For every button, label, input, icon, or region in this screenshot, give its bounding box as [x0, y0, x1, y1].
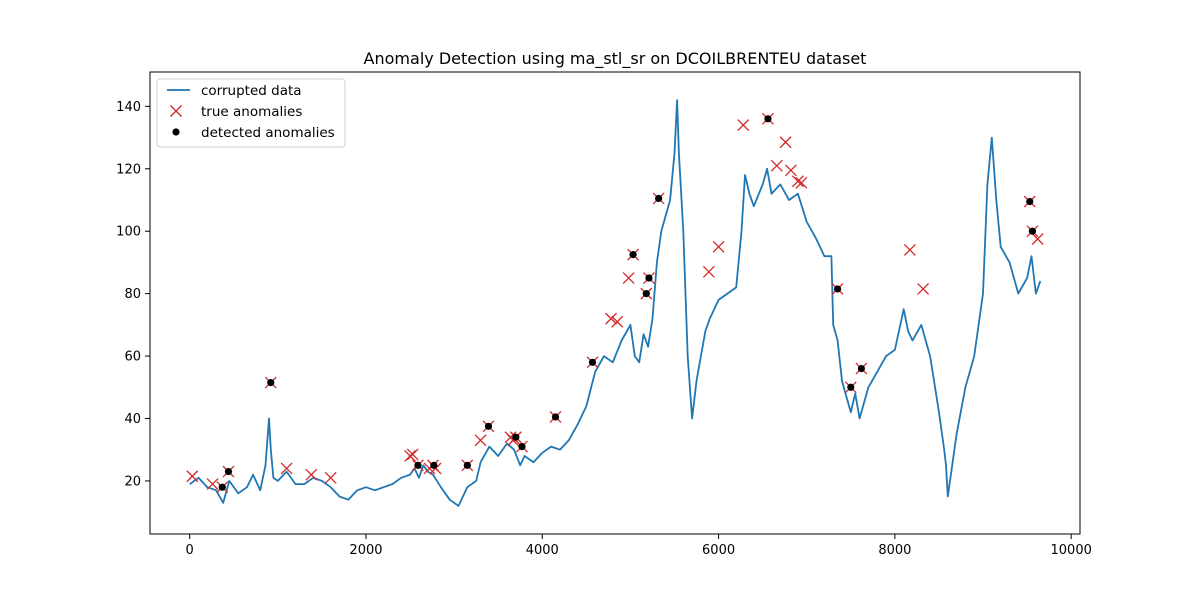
legend-label: true anomalies [201, 104, 302, 120]
legend-box [156, 78, 346, 148]
legend-x-marker [170, 105, 182, 117]
detected-anomaly-point [512, 433, 520, 441]
true-anomaly-point [1031, 233, 1044, 245]
detected-anomaly-point [764, 115, 772, 123]
detected-anomaly-point [218, 483, 226, 491]
x-tick-label: 4000 [526, 543, 559, 558]
legend: corrupted data true anomalies detected ano… [156, 78, 346, 148]
legend-dot-marker [172, 128, 180, 136]
series-line-corrupted-data [189, 99, 1042, 507]
true-anomaly-point [622, 272, 635, 284]
detected-anomaly-point [551, 413, 560, 421]
plot-layer [186, 99, 1044, 507]
detected-anomaly-point [645, 274, 653, 282]
detected-anomaly-point [1026, 197, 1034, 206]
detected-anomaly-point [414, 461, 422, 469]
true-anomaly-point [305, 468, 318, 481]
true-anomaly-point [206, 478, 219, 491]
true-anomaly-point [712, 240, 725, 253]
true-anomaly-point [737, 119, 750, 132]
x-tick-label: 6000 [702, 543, 735, 558]
y-tick-label: 120 [116, 162, 141, 177]
true-anomaly-point [770, 159, 783, 172]
detected-anomaly-point [655, 194, 663, 203]
true-anomaly-point [917, 282, 930, 295]
true-anomaly-point [903, 243, 916, 256]
true-anomaly-point [611, 315, 624, 328]
detected-anomaly-point [642, 290, 650, 298]
detected-anomaly-point [833, 285, 842, 293]
detected-anomaly-point [518, 442, 526, 451]
true-anomaly-point [702, 265, 715, 278]
detected-anomaly-point [629, 251, 637, 259]
y-tick-label: 140 [116, 100, 141, 115]
detected-anomaly-point [430, 461, 438, 469]
plot-area [150, 72, 1080, 534]
chart-title: Anomaly Detection using ma_stl_sr on DCO… [364, 49, 867, 69]
y-tick-label: 60 [124, 350, 141, 365]
detected-anomaly-point [267, 379, 275, 387]
x-tick-label: 2000 [349, 543, 382, 558]
legend-label: corrupted data [201, 83, 302, 99]
y-tick-label: 20 [124, 474, 141, 489]
x-tick-label: 10000 [1051, 543, 1092, 558]
detected-anomaly-point [857, 364, 865, 373]
true-anomaly-point [280, 462, 293, 475]
y-tick-label: 100 [116, 225, 141, 240]
detected-anomaly-point [224, 467, 233, 476]
true-anomaly-point [474, 434, 487, 447]
true-anomaly-point [186, 470, 199, 483]
axes-frame [149, 71, 1081, 535]
true-anomaly-point [605, 312, 617, 325]
y-tick-label: 80 [124, 287, 141, 302]
axis-layer: 0 2000 4000 6000 8000 10000 20 40 60 80 100 120 140 [116, 100, 1092, 558]
y-tick-label: 40 [124, 412, 141, 427]
x-tick-label: 0 [186, 543, 194, 558]
true-anomaly-point [406, 448, 419, 461]
detected-anomaly-point [847, 383, 855, 391]
true-anomaly-point [324, 471, 337, 484]
detected-anomaly-point [588, 358, 597, 366]
true-anomaly-point [795, 176, 808, 189]
legend-label: detected anomalies [201, 125, 335, 141]
detected-anomaly-point [463, 461, 471, 469]
x-tick-label: 8000 [878, 543, 911, 558]
detected-anomaly-point [1028, 227, 1036, 235]
true-anomaly-point [404, 449, 417, 462]
true-anomaly-point [791, 175, 804, 188]
detected-anomaly-point [484, 422, 493, 430]
true-anomaly-point [784, 164, 797, 177]
true-anomaly-point [779, 136, 792, 149]
